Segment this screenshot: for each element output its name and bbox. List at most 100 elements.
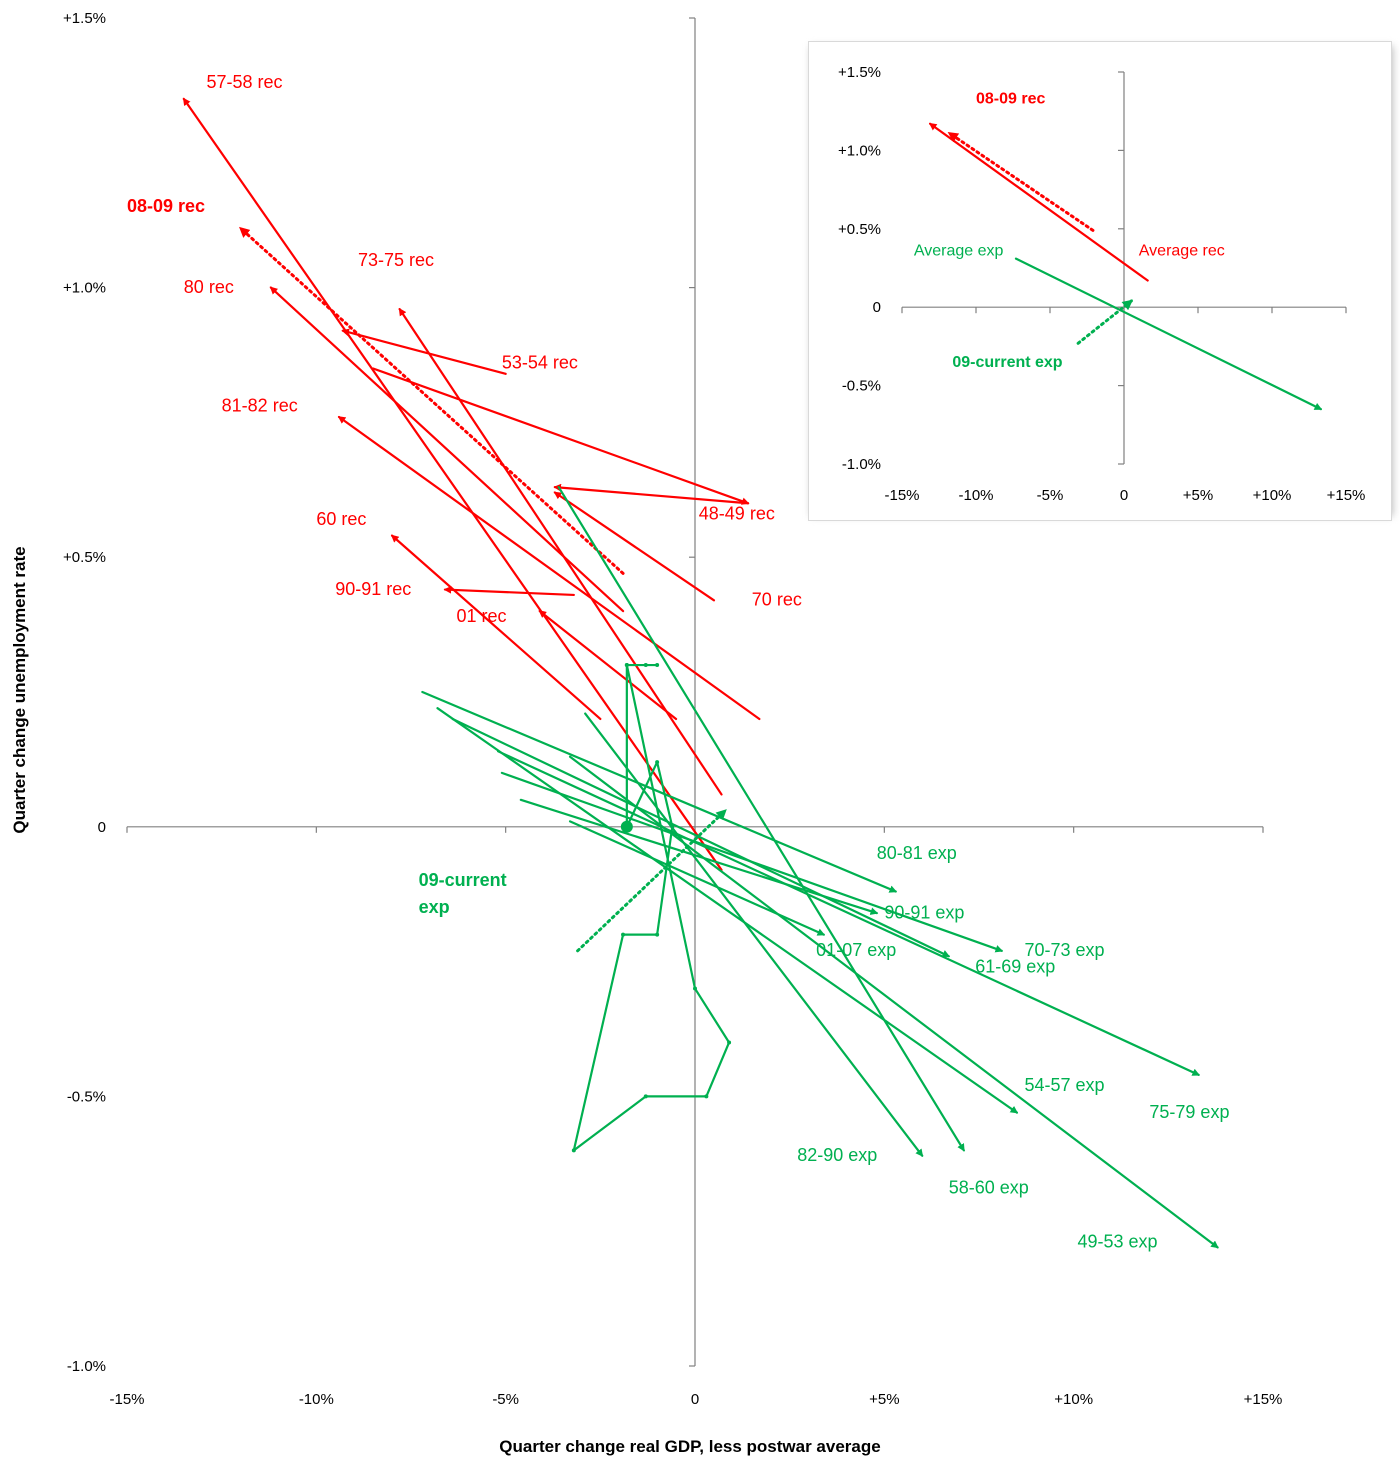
inset-y-tick-label: 0 xyxy=(873,299,881,316)
x-tick-label: -5% xyxy=(492,1391,519,1408)
path-point xyxy=(704,1094,709,1099)
inset-x-tick-label: 0 xyxy=(1120,487,1128,504)
series-label: 81-82 rec xyxy=(222,396,298,416)
series-label: 75-79 exp xyxy=(1149,1102,1229,1122)
inset-y-tick-label: +1.0% xyxy=(838,142,881,159)
series-48-49-rec-segment-2 xyxy=(372,367,750,505)
inset-x-tick-label: +10% xyxy=(1253,487,1292,504)
inset-y-tick-label: +0.5% xyxy=(838,221,881,238)
series-61-69-exp xyxy=(451,717,951,958)
series-label: 90-91 rec xyxy=(335,579,411,599)
inset-chart-panel: -15% -10% -5% 0 +5% +10% +15% -1.0% -0.5% 0 +0.5% +… xyxy=(808,41,1392,521)
path-point xyxy=(571,1148,576,1153)
path-point xyxy=(624,824,629,829)
series-49-53-exp xyxy=(568,755,1219,1249)
series-label: 54-57 exp xyxy=(1024,1075,1104,1095)
y-tick-label: +0.5% xyxy=(63,549,106,566)
series-53-54-rec xyxy=(341,328,507,375)
series-label: 61-69 exp xyxy=(975,956,1055,976)
series-label: 80-81 exp xyxy=(877,843,957,863)
series-label: 09-current xyxy=(419,870,507,890)
series-90-91-exp xyxy=(519,798,879,915)
series-label: 49-53 exp xyxy=(1077,1231,1157,1251)
path-point xyxy=(621,932,626,937)
inset-y-tick-label: -1.0% xyxy=(842,456,881,473)
series-09-current-exp xyxy=(576,809,727,953)
series-label: 70 rec xyxy=(752,590,802,610)
path-point xyxy=(727,1040,732,1045)
series-label: 80 rec xyxy=(184,277,234,297)
series-label: 57-58 rec xyxy=(207,72,283,92)
series-80-rec xyxy=(269,286,625,613)
inset-series-label: 08-09 rec xyxy=(976,90,1045,107)
series-70-rec xyxy=(553,491,716,602)
y-tick-label: +1.5% xyxy=(63,10,106,27)
path-point xyxy=(693,986,697,991)
main-axes: -15% -10% -5% 0 +5% +10% +15% -1.0% -0.5% 0 +0.5% +… xyxy=(63,10,1282,1408)
series-label: exp xyxy=(419,897,450,917)
inset-series-average-exp xyxy=(1014,257,1323,411)
x-tick-label: +10% xyxy=(1054,1391,1093,1408)
series-48-49-rec xyxy=(553,483,750,505)
path-point xyxy=(655,760,660,765)
inset-series-09-current-exp xyxy=(1076,299,1134,345)
inset-series-label: Average rec xyxy=(1139,242,1225,259)
inset-x-tick-label: -5% xyxy=(1037,487,1064,504)
y-axis-title: Quarter change unemployment rate xyxy=(10,546,29,833)
series-label: 01-07 exp xyxy=(816,940,896,960)
inset-y-tick-label: -0.5% xyxy=(842,378,881,395)
series-90-91-rec xyxy=(443,585,575,597)
main-series-group xyxy=(182,97,1219,1249)
x-axis-title: Quarter change real GDP, less postwar av… xyxy=(499,1437,880,1456)
inset-series-label: 09-current exp xyxy=(952,354,1062,371)
inset-series-group xyxy=(928,122,1323,411)
x-tick-label: -10% xyxy=(299,1391,334,1408)
series-label: 90-91 exp xyxy=(884,902,964,922)
series-57-58-rec xyxy=(182,97,723,872)
x-tick-label: -15% xyxy=(109,1391,144,1408)
inset-series-08-09-rec xyxy=(947,131,1095,232)
series-08-09-rec xyxy=(239,226,625,575)
inset-x-tick-label: -15% xyxy=(884,487,919,504)
inset-series-average-rec xyxy=(928,122,1149,282)
series-70-73-exp xyxy=(500,771,1004,953)
series-label: 70-73 exp xyxy=(1024,940,1104,960)
series-label: 01 rec xyxy=(456,606,506,626)
path-point xyxy=(624,663,629,668)
inset-axes: -15% -10% -5% 0 +5% +10% +15% -1.0% -0.5% 0 +0.5% +… xyxy=(838,64,1365,504)
series-label: 58-60 exp xyxy=(949,1177,1029,1197)
inset-x-tick-label: +15% xyxy=(1327,487,1366,504)
y-tick-label: -0.5% xyxy=(67,1088,106,1105)
series-01-rec xyxy=(538,610,678,721)
y-tick-label: +1.0% xyxy=(63,280,106,297)
series-58-60-exp xyxy=(557,486,965,1152)
y-tick-label: -1.0% xyxy=(67,1358,106,1375)
series-80-81-exp xyxy=(421,690,898,893)
series-75-79-exp xyxy=(496,750,1201,1076)
series-01-07-exp xyxy=(568,820,826,936)
x-tick-label: 0 xyxy=(691,1391,699,1408)
series-label: 08-09 rec xyxy=(127,196,205,216)
x-tick-label: +15% xyxy=(1244,1391,1283,1408)
series-82-90-exp xyxy=(584,712,924,1157)
inset-x-tick-label: -10% xyxy=(958,487,993,504)
inset-series-label: Average exp xyxy=(914,242,1004,259)
path-point xyxy=(643,663,648,668)
series-label: 48-49 rec xyxy=(699,503,775,523)
y-tick-label: 0 xyxy=(98,819,106,836)
inset-chart: -15% -10% -5% 0 +5% +10% +15% -1.0% -0.5% 0 +0.5% +… xyxy=(838,64,1365,504)
main-labels-group: 57-58 rec 08-09 rec 73-75 rec 80 rec 53-54 r… xyxy=(127,72,1229,1251)
series-73-75-rec xyxy=(398,307,723,796)
path-point xyxy=(670,824,675,829)
series-label: 53-54 rec xyxy=(502,352,578,372)
inset-y-tick-label: +1.5% xyxy=(838,64,881,81)
inset-x-tick-label: +5% xyxy=(1183,487,1213,504)
series-54-57-exp xyxy=(436,707,1019,1114)
path-point xyxy=(643,1094,648,1099)
series-label: 73-75 rec xyxy=(358,250,434,270)
series-60-rec xyxy=(390,534,602,721)
series-81-82-rec xyxy=(337,415,761,721)
path-point xyxy=(655,932,660,937)
series-label: 82-90 exp xyxy=(797,1145,877,1165)
